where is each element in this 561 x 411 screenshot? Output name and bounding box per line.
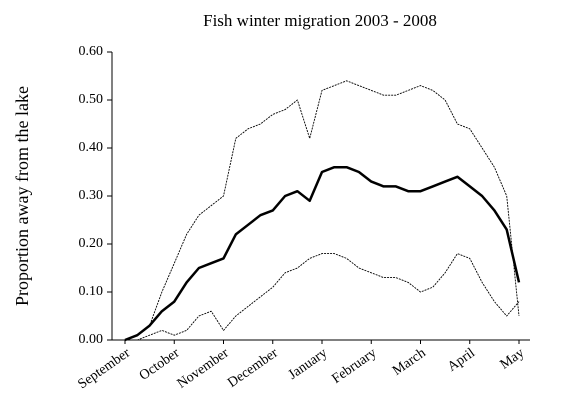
y-axis-label: Proportion away from the lake <box>12 86 32 306</box>
y-tick-label: 0.30 <box>79 188 104 203</box>
x-tick-label: May <box>498 346 528 373</box>
series-line <box>125 253 520 341</box>
series-line <box>124 165 521 342</box>
x-tick-label: February <box>329 346 379 387</box>
y-tick-label: 0.10 <box>79 284 104 299</box>
x-tick-label: November <box>175 345 232 391</box>
chart-title: Fish winter migration 2003 - 2008 <box>203 11 437 30</box>
x-tick-label: September <box>75 345 133 392</box>
y-tick-label: 0.00 <box>79 332 104 347</box>
x-tick-label: April <box>445 346 478 375</box>
y-tick-label: 0.60 <box>79 44 104 59</box>
x-tick-label: March <box>390 346 429 379</box>
y-tick-label: 0.50 <box>79 92 104 107</box>
series-line <box>124 80 520 341</box>
y-tick-label: 0.40 <box>79 140 104 155</box>
y-tick-label: 0.20 <box>79 236 104 251</box>
x-tick-label: December <box>225 345 281 390</box>
x-tick-label: January <box>286 346 330 383</box>
